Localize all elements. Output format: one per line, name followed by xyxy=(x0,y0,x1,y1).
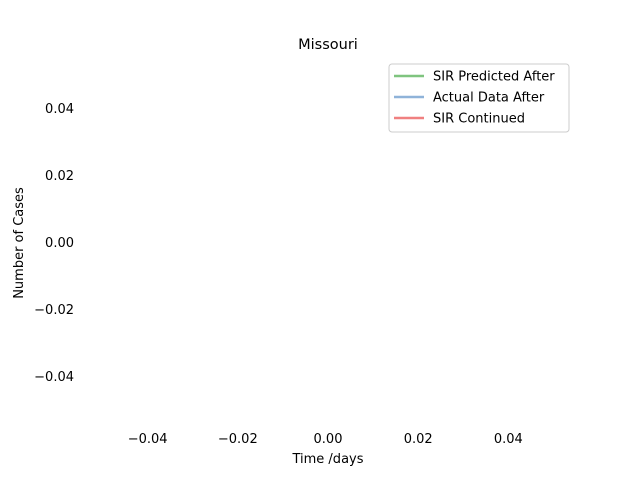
legend-entry: SIR Continued xyxy=(433,112,525,127)
y-tick-label: 0.00 xyxy=(45,236,74,251)
legend-entry: SIR Predicted After xyxy=(433,70,555,85)
legend-frame xyxy=(388,63,570,133)
y-tick-label: −0.04 xyxy=(34,370,74,385)
legend: SIR Predicted After Actual Data After SIR … xyxy=(388,63,570,133)
x-tick-label: 0.00 xyxy=(314,432,343,447)
x-tick-label: −0.04 xyxy=(128,432,168,447)
x-tick-label: 0.02 xyxy=(404,432,433,447)
y-axis-ticks: 0.04 0.02 0.00 −0.02 −0.04 xyxy=(34,102,74,385)
y-tick-label: −0.02 xyxy=(34,303,74,318)
x-axis-label: Time /days xyxy=(291,452,363,467)
x-tick-label: 0.04 xyxy=(494,432,523,447)
legend-entry: Actual Data After xyxy=(433,91,545,106)
x-axis-ticks: −0.04 −0.02 0.00 0.02 0.04 xyxy=(128,432,523,447)
y-tick-label: 0.04 xyxy=(45,102,74,117)
chart-title: Missouri xyxy=(298,37,358,53)
x-tick-label: −0.02 xyxy=(218,432,258,447)
y-tick-label: 0.02 xyxy=(45,169,74,184)
y-axis-label: Number of Cases xyxy=(12,187,27,299)
